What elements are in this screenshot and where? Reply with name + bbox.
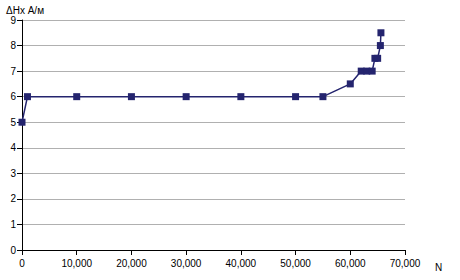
svg-text:5: 5: [10, 117, 16, 128]
svg-text:70,000: 70,000: [390, 258, 421, 269]
svg-text:9: 9: [10, 15, 16, 26]
svg-text:7: 7: [10, 66, 16, 77]
svg-text:1: 1: [10, 219, 16, 230]
svg-text:40,000: 40,000: [226, 258, 257, 269]
svg-text:8: 8: [10, 40, 16, 51]
svg-text:2: 2: [10, 193, 16, 204]
svg-text:3: 3: [10, 168, 16, 179]
svg-text:20,000: 20,000: [116, 258, 147, 269]
svg-text:6: 6: [10, 91, 16, 102]
svg-text:50,000: 50,000: [280, 258, 311, 269]
svg-text:4: 4: [10, 142, 16, 153]
svg-text:10,000: 10,000: [61, 258, 92, 269]
svg-text:0: 0: [19, 258, 25, 269]
svg-text:0: 0: [10, 245, 16, 256]
svg-text:60,000: 60,000: [335, 258, 366, 269]
svg-text:30,000: 30,000: [171, 258, 202, 269]
svg-text:N: N: [435, 262, 442, 273]
svg-text:ΔHx А/м: ΔHx А/м: [6, 4, 44, 16]
